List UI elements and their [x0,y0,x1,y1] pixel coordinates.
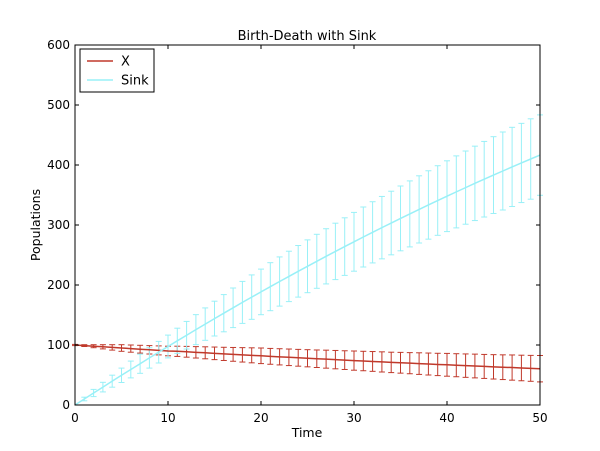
x-tick-label: 40 [439,411,454,425]
y-axis-label: Populations [28,189,43,261]
y-tick-label: 600 [47,38,70,52]
x-axis-label: Time [291,425,323,440]
chart-title: Birth-Death with Sink [238,29,377,44]
y-tick-label: 0 [62,398,70,412]
x-tick-label: 0 [71,411,79,425]
y-axis-ticks: 0 100 200 300 400 500 600 [47,38,540,412]
series-lines [74,154,541,406]
legend-label-x: X [121,55,130,70]
series-line-sink [74,154,541,406]
y-tick-label: 300 [47,218,70,232]
x-axis-ticks: 0 10 20 30 40 50 [71,45,548,425]
y-tick-label: 500 [47,98,70,112]
y-tick-label: 100 [47,338,70,352]
y-tick-label: 200 [47,278,70,292]
y-tick-label: 400 [47,158,70,172]
x-tick-label: 50 [532,411,547,425]
x-tick-label: 30 [346,411,361,425]
legend-frame [79,48,155,93]
series-line-x [74,344,541,370]
x-tick-label: 20 [253,411,268,425]
x-tick-label: 10 [160,411,175,425]
legend: X Sink [79,48,155,93]
legend-label-sink: Sink [121,74,149,89]
